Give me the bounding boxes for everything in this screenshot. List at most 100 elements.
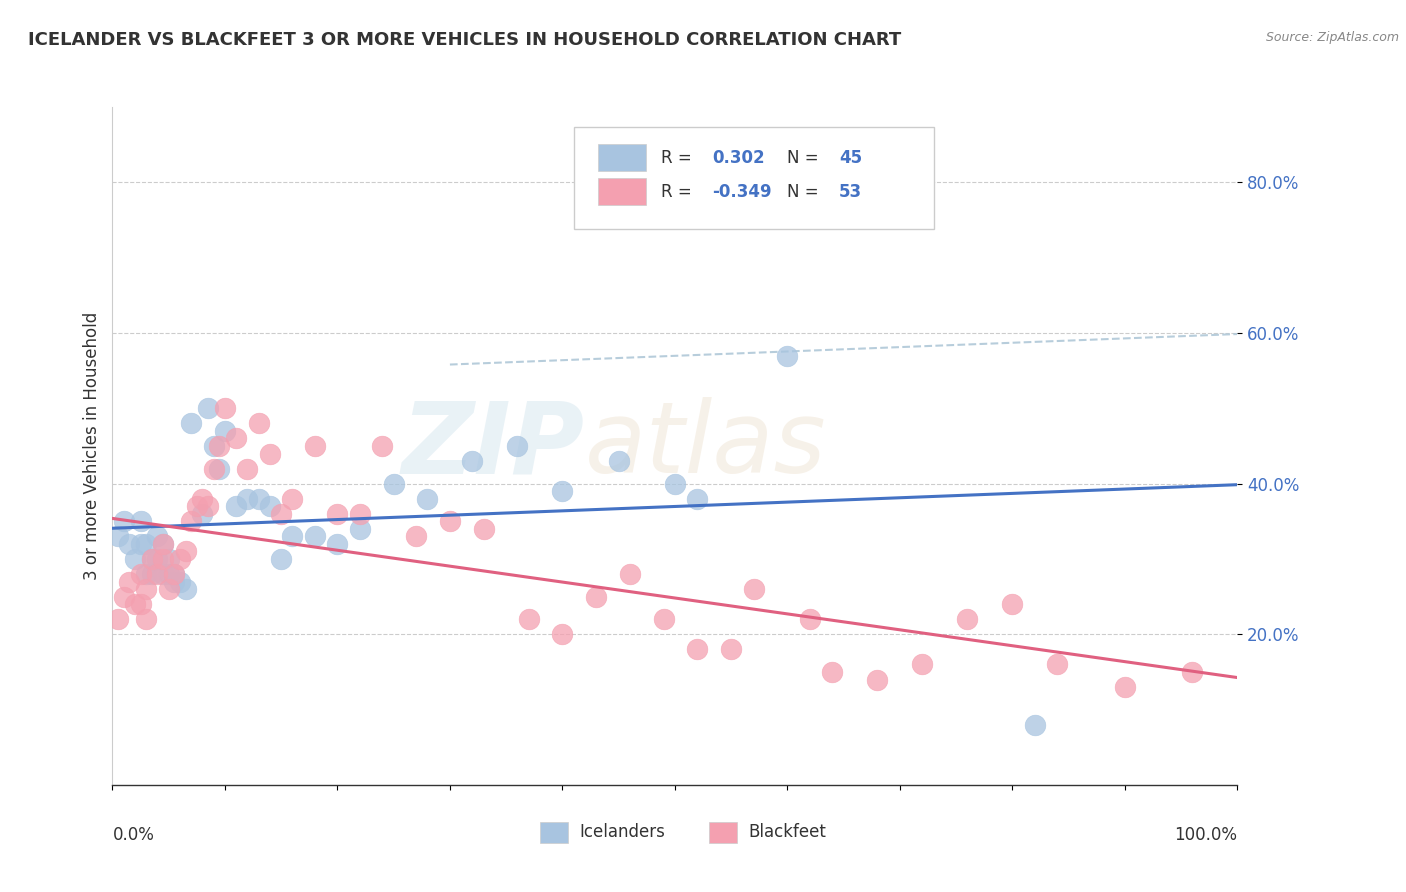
- Point: [135, 567, 157, 582]
- Point: [214, 424, 236, 438]
- Point: [416, 491, 439, 506]
- Point: [157, 582, 180, 596]
- Bar: [599, 145, 645, 171]
- Point: [146, 552, 169, 566]
- Point: [349, 507, 371, 521]
- Point: [214, 401, 236, 416]
- Point: [236, 491, 259, 506]
- Text: N =: N =: [787, 149, 824, 167]
- Point: [776, 349, 799, 363]
- Point: [163, 567, 186, 582]
- Point: [107, 529, 129, 543]
- Point: [382, 476, 405, 491]
- Point: [180, 514, 202, 528]
- Bar: [709, 822, 737, 843]
- Point: [197, 500, 219, 514]
- Point: [821, 665, 844, 679]
- Point: [281, 491, 304, 506]
- Point: [461, 454, 484, 468]
- Point: [551, 484, 574, 499]
- Point: [472, 522, 495, 536]
- Point: [208, 439, 231, 453]
- Point: [141, 567, 163, 582]
- Point: [1181, 665, 1204, 679]
- Point: [686, 491, 709, 506]
- Point: [135, 537, 157, 551]
- Point: [129, 567, 152, 582]
- Point: [247, 491, 270, 506]
- Point: [866, 673, 889, 687]
- Point: [742, 582, 765, 596]
- Text: 45: 45: [839, 149, 862, 167]
- Point: [304, 529, 326, 543]
- Point: [169, 574, 191, 589]
- Point: [163, 574, 186, 589]
- Text: -0.349: -0.349: [711, 183, 772, 201]
- Text: R =: R =: [661, 183, 697, 201]
- Point: [652, 612, 675, 626]
- Text: ZIP: ZIP: [402, 398, 585, 494]
- Y-axis label: 3 or more Vehicles in Household: 3 or more Vehicles in Household: [83, 312, 101, 580]
- Point: [405, 529, 427, 543]
- Point: [129, 537, 152, 551]
- Point: [1114, 680, 1136, 694]
- Point: [720, 642, 742, 657]
- Point: [956, 612, 979, 626]
- Point: [270, 507, 292, 521]
- Point: [180, 417, 202, 431]
- Point: [157, 567, 180, 582]
- Point: [371, 439, 394, 453]
- Point: [225, 432, 247, 446]
- Point: [439, 514, 461, 528]
- Text: atlas: atlas: [585, 398, 827, 494]
- Point: [517, 612, 540, 626]
- Point: [225, 500, 247, 514]
- Point: [1046, 657, 1069, 672]
- Text: R =: R =: [661, 149, 697, 167]
- Point: [1024, 717, 1046, 731]
- Point: [107, 612, 129, 626]
- Point: [326, 507, 349, 521]
- FancyBboxPatch shape: [574, 128, 934, 229]
- Point: [191, 491, 214, 506]
- Point: [118, 537, 141, 551]
- Point: [202, 439, 225, 453]
- Point: [169, 552, 191, 566]
- Point: [202, 461, 225, 475]
- Point: [607, 454, 630, 468]
- Point: [124, 597, 146, 611]
- Point: [174, 582, 197, 596]
- Text: Icelanders: Icelanders: [579, 823, 665, 841]
- Bar: [540, 822, 568, 843]
- Point: [281, 529, 304, 543]
- Point: [118, 574, 141, 589]
- Text: ICELANDER VS BLACKFEET 3 OR MORE VEHICLES IN HOUSEHOLD CORRELATION CHART: ICELANDER VS BLACKFEET 3 OR MORE VEHICLE…: [28, 31, 901, 49]
- Point: [124, 552, 146, 566]
- Point: [152, 537, 174, 551]
- Point: [129, 597, 152, 611]
- Point: [349, 522, 371, 536]
- Point: [259, 500, 281, 514]
- Text: 0.302: 0.302: [711, 149, 765, 167]
- Point: [506, 439, 529, 453]
- Point: [197, 401, 219, 416]
- Point: [152, 552, 174, 566]
- Point: [247, 417, 270, 431]
- Point: [174, 544, 197, 558]
- Point: [664, 476, 686, 491]
- Point: [186, 500, 208, 514]
- Point: [326, 537, 349, 551]
- Point: [686, 642, 709, 657]
- Text: Source: ZipAtlas.com: Source: ZipAtlas.com: [1265, 31, 1399, 45]
- Point: [270, 552, 292, 566]
- Point: [112, 514, 135, 528]
- Point: [152, 567, 174, 582]
- Point: [259, 446, 281, 460]
- Point: [208, 461, 231, 475]
- Point: [157, 552, 180, 566]
- Text: N =: N =: [787, 183, 824, 201]
- Point: [304, 439, 326, 453]
- Text: 0.0%: 0.0%: [112, 826, 155, 844]
- Point: [551, 627, 574, 641]
- Text: Blackfeet: Blackfeet: [748, 823, 825, 841]
